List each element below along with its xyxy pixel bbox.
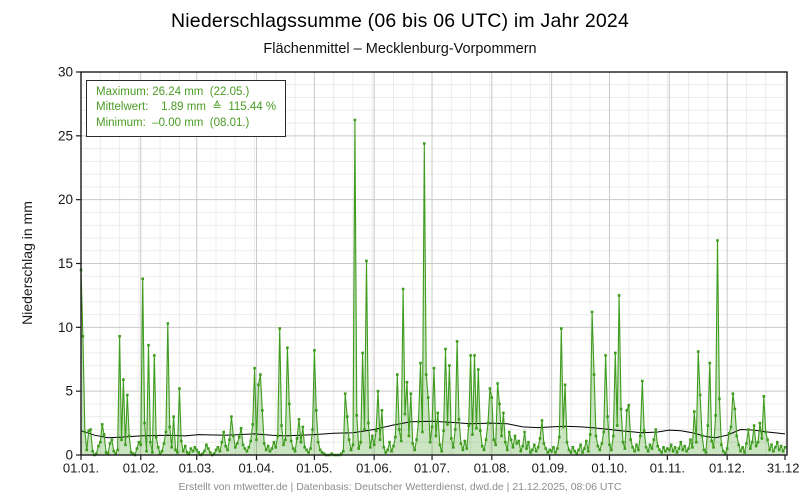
x-tick-label: 01.03. xyxy=(179,461,215,476)
footer-credit: Erstellt von mtwetter.de | Datenbasis: D… xyxy=(178,481,622,493)
y-tick-label: 20 xyxy=(58,192,73,207)
legend-box: Maximum: 26.24 mm (22.05.) Mittelwert: 1… xyxy=(86,80,287,138)
x-tick-label: 01.12. xyxy=(709,461,745,476)
precipitation-line xyxy=(80,119,786,456)
y-tick-label: 25 xyxy=(58,128,73,143)
x-tick-label: 01.05. xyxy=(296,461,332,476)
x-tick-label: 01.02. xyxy=(123,461,159,476)
axes xyxy=(76,71,788,460)
x-tick-label: 01.10. xyxy=(591,461,627,476)
x-tick-label: 01.06. xyxy=(356,461,392,476)
chart-title: Niederschlagssumme (06 bis 06 UTC) im Ja… xyxy=(170,10,630,32)
y-tick-label: 15 xyxy=(58,256,73,271)
y-axis-title: Niederschlag in mm xyxy=(19,201,35,325)
y-tick-label: 30 xyxy=(58,65,73,80)
y-tick-label: 10 xyxy=(58,320,73,335)
x-tick-label: 01.01. xyxy=(63,461,99,476)
legend-mean-line: Mittelwert: 1.89 mm ≙ 115.44 % xyxy=(96,101,277,114)
x-tick-label: 01.11. xyxy=(650,461,685,476)
tick-labels: 0 5 10 15 20 25 30 01.01. 01.02. 01.03. 01.04. 01.0… xyxy=(58,65,800,476)
chart-subtitle: Flächenmittel – Mecklenburg-Vorpommern xyxy=(263,41,537,57)
mean-line xyxy=(80,420,786,439)
y-tick-label: 0 xyxy=(65,448,73,463)
x-tick-label: 01.08. xyxy=(474,461,510,476)
x-tick-label: 01.07. xyxy=(414,461,450,476)
y-tick-label: 5 xyxy=(65,384,73,399)
x-tick-label: 01.09. xyxy=(532,461,568,476)
x-tick-label: 01.04. xyxy=(238,461,274,476)
legend-minimum-line: Minimum: –0.00 mm (08.01.) xyxy=(96,116,250,129)
x-tick-label: 31.12. xyxy=(767,461,800,476)
legend-maximum-line: Maximum: 26.24 mm (22.05.) xyxy=(96,86,250,98)
